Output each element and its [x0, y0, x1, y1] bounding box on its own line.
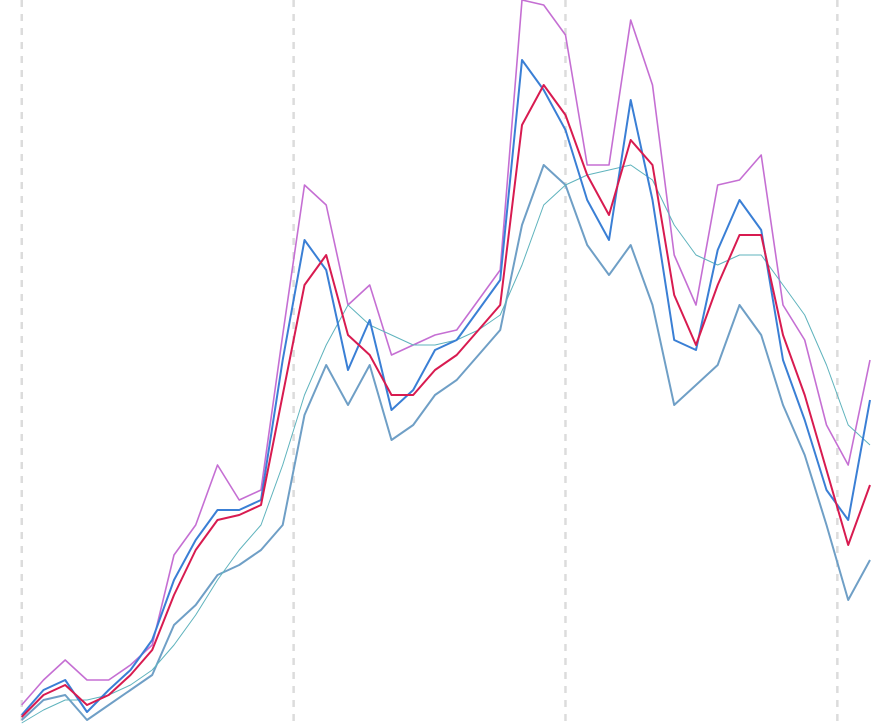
series-line [20, 84, 871, 718]
series-line [21, 0, 871, 706]
series-line [21, 164, 871, 721]
series-line [21, 164, 871, 724]
series-line [20, 59, 871, 716]
